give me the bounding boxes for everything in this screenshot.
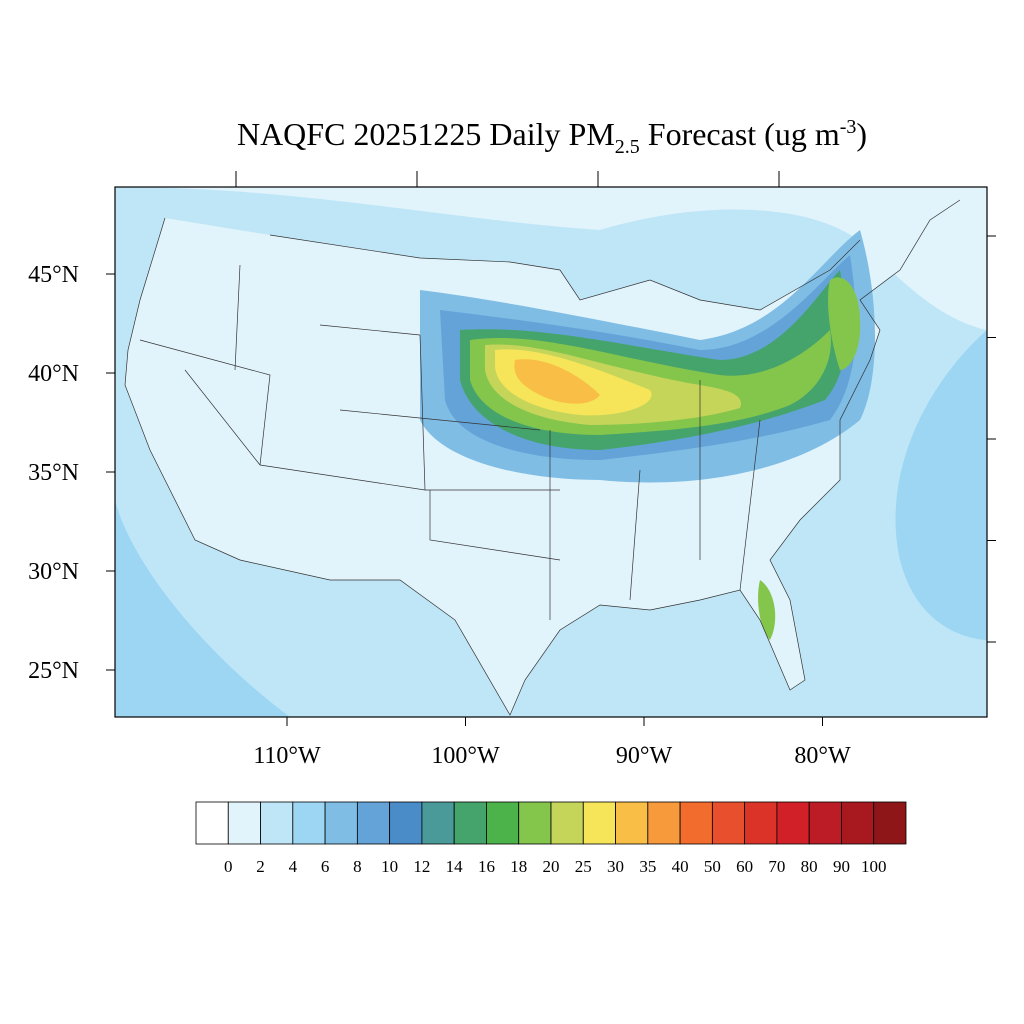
colorbar-label: 35: [639, 857, 656, 876]
coastline: [124, 199, 961, 716]
lon-tick-label: 80°W: [794, 743, 851, 769]
colorbar-box: [711, 801, 746, 845]
colorbar-label: 18: [510, 857, 527, 876]
lat-tick-label: 40°N: [28, 361, 79, 387]
colorbar-box: [389, 801, 423, 845]
colorbar-box: [776, 801, 810, 845]
colorbar-label: 70: [768, 857, 785, 876]
colorbar-box: [518, 801, 552, 845]
colorbar-label: 25: [575, 857, 592, 876]
map-frame: [114, 186, 988, 718]
lat-tick-label: 30°N: [28, 559, 79, 585]
colorbar-label: 4: [289, 857, 298, 876]
colorbar-label: 100: [861, 857, 887, 876]
colorbar-label: 2: [256, 857, 265, 876]
colorbar-label: 14: [446, 857, 464, 876]
colorbar-label: 90: [833, 857, 850, 876]
title-subscript: 2.5: [615, 136, 640, 158]
colorbar: 0 2 4 6 8 10 12 14 16 18 20 25 30 35 40 50 60 70 80 90 100: [195, 801, 907, 876]
colorbar-box: [582, 801, 616, 845]
title-text: ): [856, 116, 867, 152]
colorbar-label: 8: [353, 857, 362, 876]
colorbar-box: [324, 801, 358, 845]
map-axes: 45°N 40°N 35°N 30°N 25°N 110°W 100°W 90°W 80°W: [28, 171, 996, 769]
colorbar-label: 30: [607, 857, 624, 876]
colorbar-box: [453, 801, 487, 845]
colorbar-label: 20: [543, 857, 560, 876]
title-text: Forecast (ug m: [640, 116, 840, 152]
colorbar-box: [227, 801, 261, 845]
map-field: [114, 186, 988, 718]
colorbar-box: [841, 801, 875, 845]
colorbar-box: [421, 801, 455, 845]
title-text: NAQFC 20251225 Daily PM: [237, 116, 615, 152]
colorbar-box: [292, 801, 326, 845]
colorbar-box: [873, 801, 907, 845]
lat-tick-label: 45°N: [28, 262, 79, 288]
colorbar-label: 16: [478, 857, 495, 876]
field-shade: [115, 187, 987, 330]
colorbar-box: [550, 801, 584, 845]
field-shade: [115, 500, 290, 717]
lon-tick-label: 90°W: [616, 743, 673, 769]
colorbar-box: [647, 801, 681, 845]
colorbar-label: 6: [321, 857, 330, 876]
colorbar-label: 60: [736, 857, 753, 876]
title-superscript: -3: [840, 116, 857, 138]
lat-tick-label: 25°N: [28, 658, 79, 684]
colorbar-box: [744, 801, 778, 845]
state-borders: [139, 234, 861, 621]
colorbar-label: 12: [413, 857, 430, 876]
lon-tick-label: 110°W: [253, 743, 321, 769]
colorbar-label: 80: [801, 857, 818, 876]
colorbar-box: [195, 801, 229, 845]
colorbar-label: 10: [381, 857, 398, 876]
map-title: NAQFC 20251225 Daily PM2.5 Forecast (ug …: [237, 116, 867, 158]
colorbar-label: 0: [224, 857, 233, 876]
colorbar-box: [679, 801, 713, 845]
field-shade: [828, 277, 861, 370]
lon-tick-label: 100°W: [431, 743, 500, 769]
colorbar-box: [486, 801, 520, 845]
colorbar-box: [260, 801, 294, 845]
lat-tick-label: 35°N: [28, 460, 79, 486]
colorbar-label: 50: [704, 857, 721, 876]
colorbar-box: [615, 801, 649, 845]
colorbar-box: [356, 801, 391, 845]
field-shade: [514, 359, 600, 404]
field-shade: [895, 330, 987, 640]
colorbar-box: [808, 801, 842, 845]
colorbar-label: 40: [672, 857, 689, 876]
